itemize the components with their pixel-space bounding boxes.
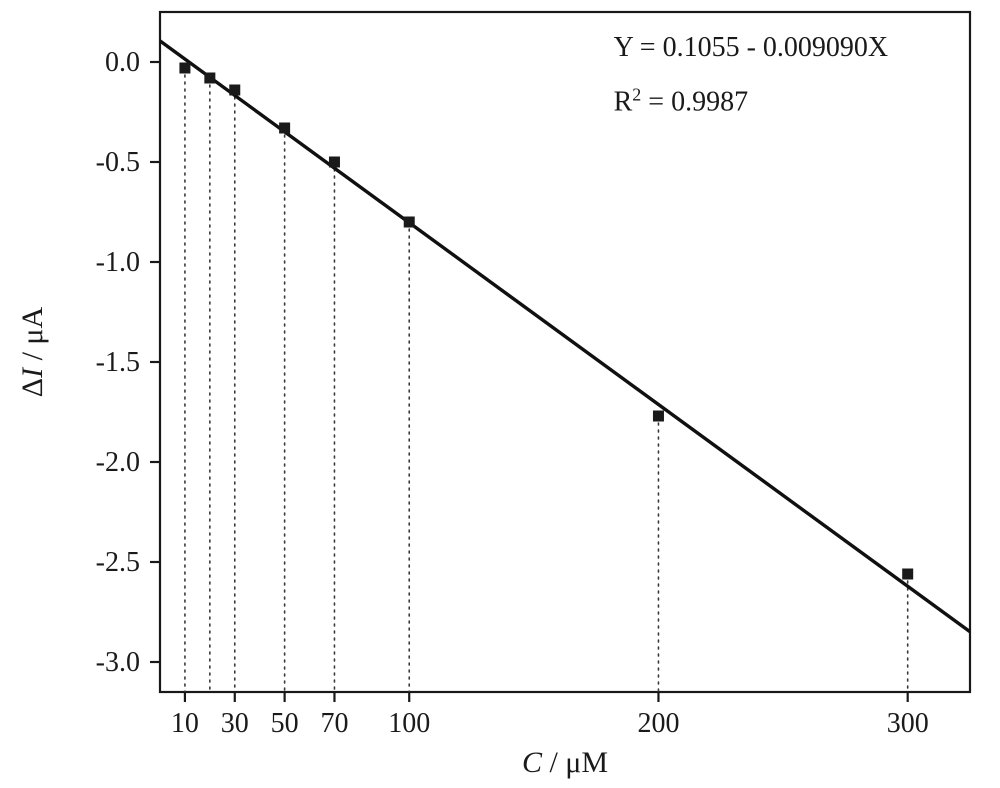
y-tick-label: -3.0 [96, 647, 140, 678]
x-tick-label: 10 [171, 708, 199, 739]
equation-annotation: Y = 0.1055 - 0.009090X [614, 32, 889, 63]
y-axis-label: ΔI / μA [16, 306, 49, 397]
data-point-marker [653, 411, 663, 421]
chart-svg: 10 30 50 70 100 200 300 0.0 -0.5 -1.0 -1.5 -2.0 -2.5… [0, 0, 1000, 788]
calibration-chart: 10 30 50 70 100 200 300 0.0 -0.5 -1.0 -1.5 -2.0 -2.5… [0, 0, 1000, 788]
data-point-marker [404, 217, 414, 227]
x-tick-label: 30 [221, 708, 249, 739]
data-point-marker [903, 569, 913, 579]
x-tick-label: 300 [887, 708, 929, 739]
data-point-marker [230, 85, 240, 95]
x-tick-label: 100 [388, 708, 430, 739]
y-tick-label: -1.0 [96, 247, 140, 278]
y-tick-label: -0.5 [96, 147, 140, 178]
data-point-marker [205, 73, 215, 83]
y-tick-label: -1.5 [96, 347, 140, 378]
y-tick-label: 0.0 [105, 47, 140, 78]
data-point-marker [280, 123, 290, 133]
x-axis-label: C / μM [522, 746, 608, 779]
data-point-marker [180, 63, 190, 73]
x-tick-label: 70 [320, 708, 348, 739]
chart-background [0, 0, 1000, 788]
x-tick-label: 200 [637, 708, 679, 739]
data-point-marker [329, 157, 339, 167]
y-tick-label: -2.0 [96, 447, 140, 478]
x-tick-label: 50 [271, 708, 299, 739]
y-tick-label: -2.5 [96, 547, 140, 578]
